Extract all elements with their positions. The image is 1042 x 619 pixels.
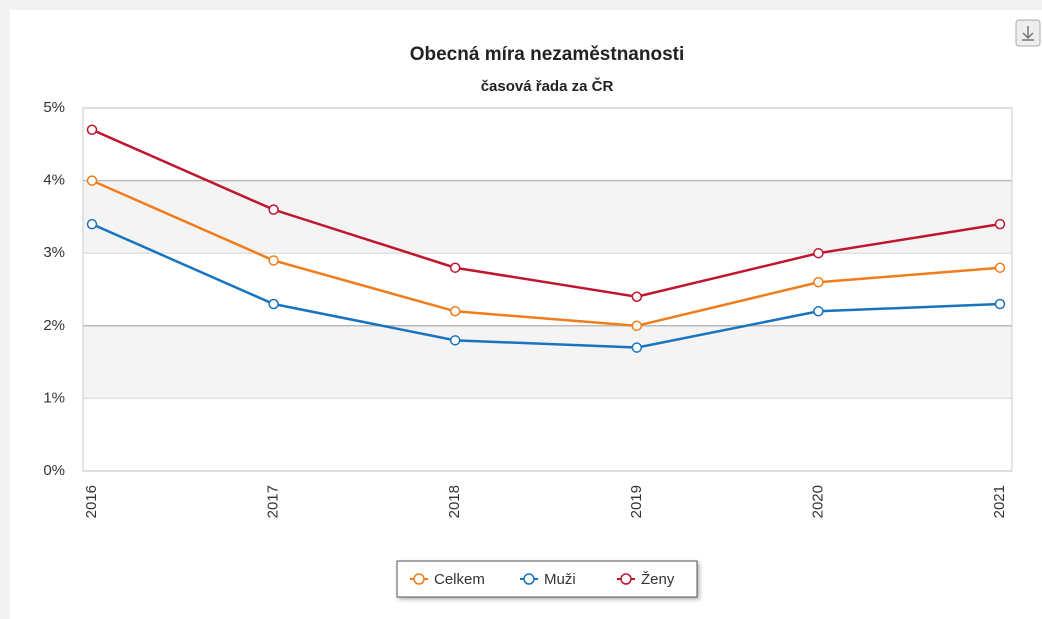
- data-point: [449, 306, 461, 317]
- x-tick-label: 2016: [83, 485, 100, 518]
- legend-marker: [523, 573, 535, 585]
- x-tick-label: 2020: [809, 485, 826, 518]
- legend-label: Ženy: [641, 571, 675, 588]
- data-point: [631, 320, 643, 332]
- series-line: [91, 179, 1001, 328]
- data-point: [813, 276, 824, 288]
- legend-item[interactable]: Ženy: [617, 571, 675, 588]
- data-point: [268, 204, 279, 215]
- x-tick-label: 2018: [446, 485, 463, 518]
- grid-band: [83, 180, 1012, 254]
- x-tick-label: 2021: [991, 485, 1008, 518]
- legend: [396, 560, 698, 598]
- series-line: [91, 223, 1001, 349]
- data-point: [268, 255, 279, 266]
- data-point: [86, 124, 98, 136]
- grid-band: [83, 325, 1012, 399]
- y-tick-label: 0%: [43, 462, 65, 479]
- data-point: [268, 298, 279, 310]
- chart-subtitle: časová řada za ČR: [481, 77, 614, 95]
- legend-item[interactable]: Celkem: [410, 571, 485, 588]
- legend-marker: [620, 573, 632, 585]
- plot-frame: [82, 107, 1013, 472]
- data-point: [86, 218, 98, 230]
- legend-item[interactable]: Muži: [520, 571, 576, 588]
- legend-marker: [413, 573, 425, 585]
- data-point: [449, 335, 461, 346]
- y-tick-label: 1%: [43, 389, 65, 406]
- data-point: [994, 218, 1006, 230]
- data-point: [86, 175, 98, 186]
- legend-label: Celkem: [434, 571, 485, 588]
- data-point: [631, 291, 643, 303]
- data-point: [449, 262, 461, 273]
- y-tick-label: 5%: [43, 99, 65, 116]
- series-line: [91, 128, 1001, 299]
- data-point: [813, 247, 824, 259]
- download-button[interactable]: [1015, 19, 1041, 47]
- data-point: [813, 306, 824, 317]
- chart-title: Obecná míra nezaměstnanosti: [410, 44, 685, 65]
- y-tick-label: 3%: [43, 244, 65, 261]
- y-tick-label: 4%: [43, 172, 65, 189]
- data-point: [994, 298, 1006, 310]
- data-point: [631, 342, 643, 353]
- x-tick-label: 2017: [265, 485, 282, 518]
- legend-label: Muži: [544, 571, 576, 588]
- data-point: [994, 262, 1006, 273]
- y-tick-label: 2%: [43, 317, 65, 334]
- panel: [10, 10, 1042, 619]
- x-tick-label: 2019: [628, 485, 645, 518]
